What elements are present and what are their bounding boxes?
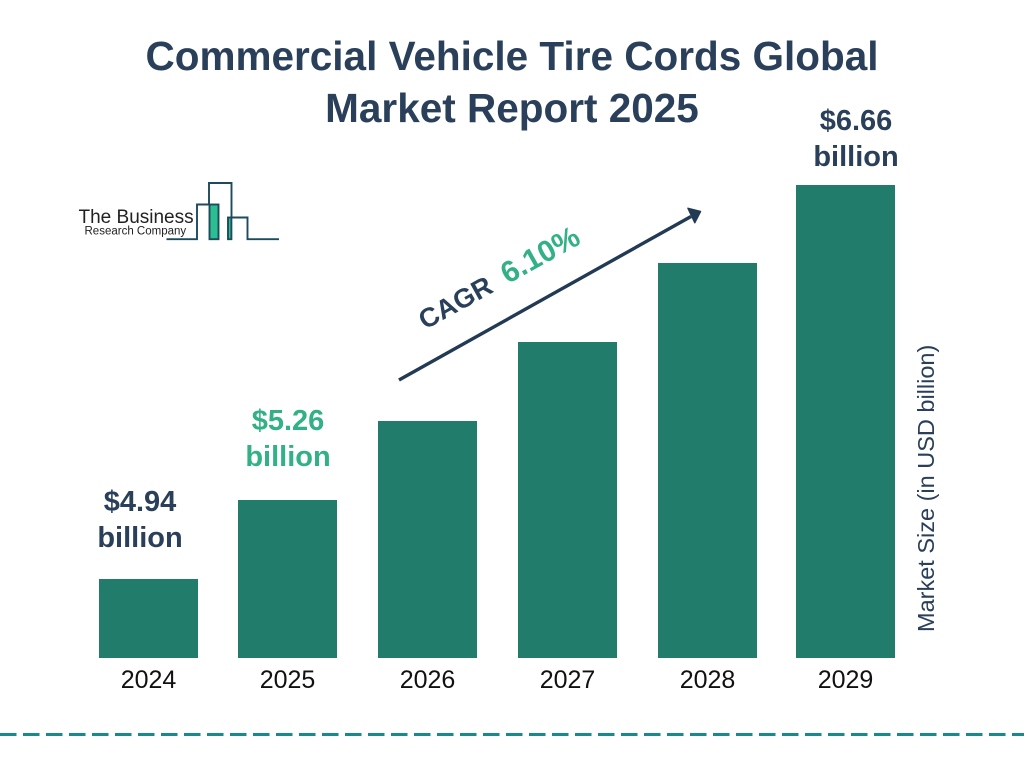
svg-text:The Business: The Business [79, 207, 194, 228]
svg-text:Research Company: Research Company [85, 226, 187, 238]
